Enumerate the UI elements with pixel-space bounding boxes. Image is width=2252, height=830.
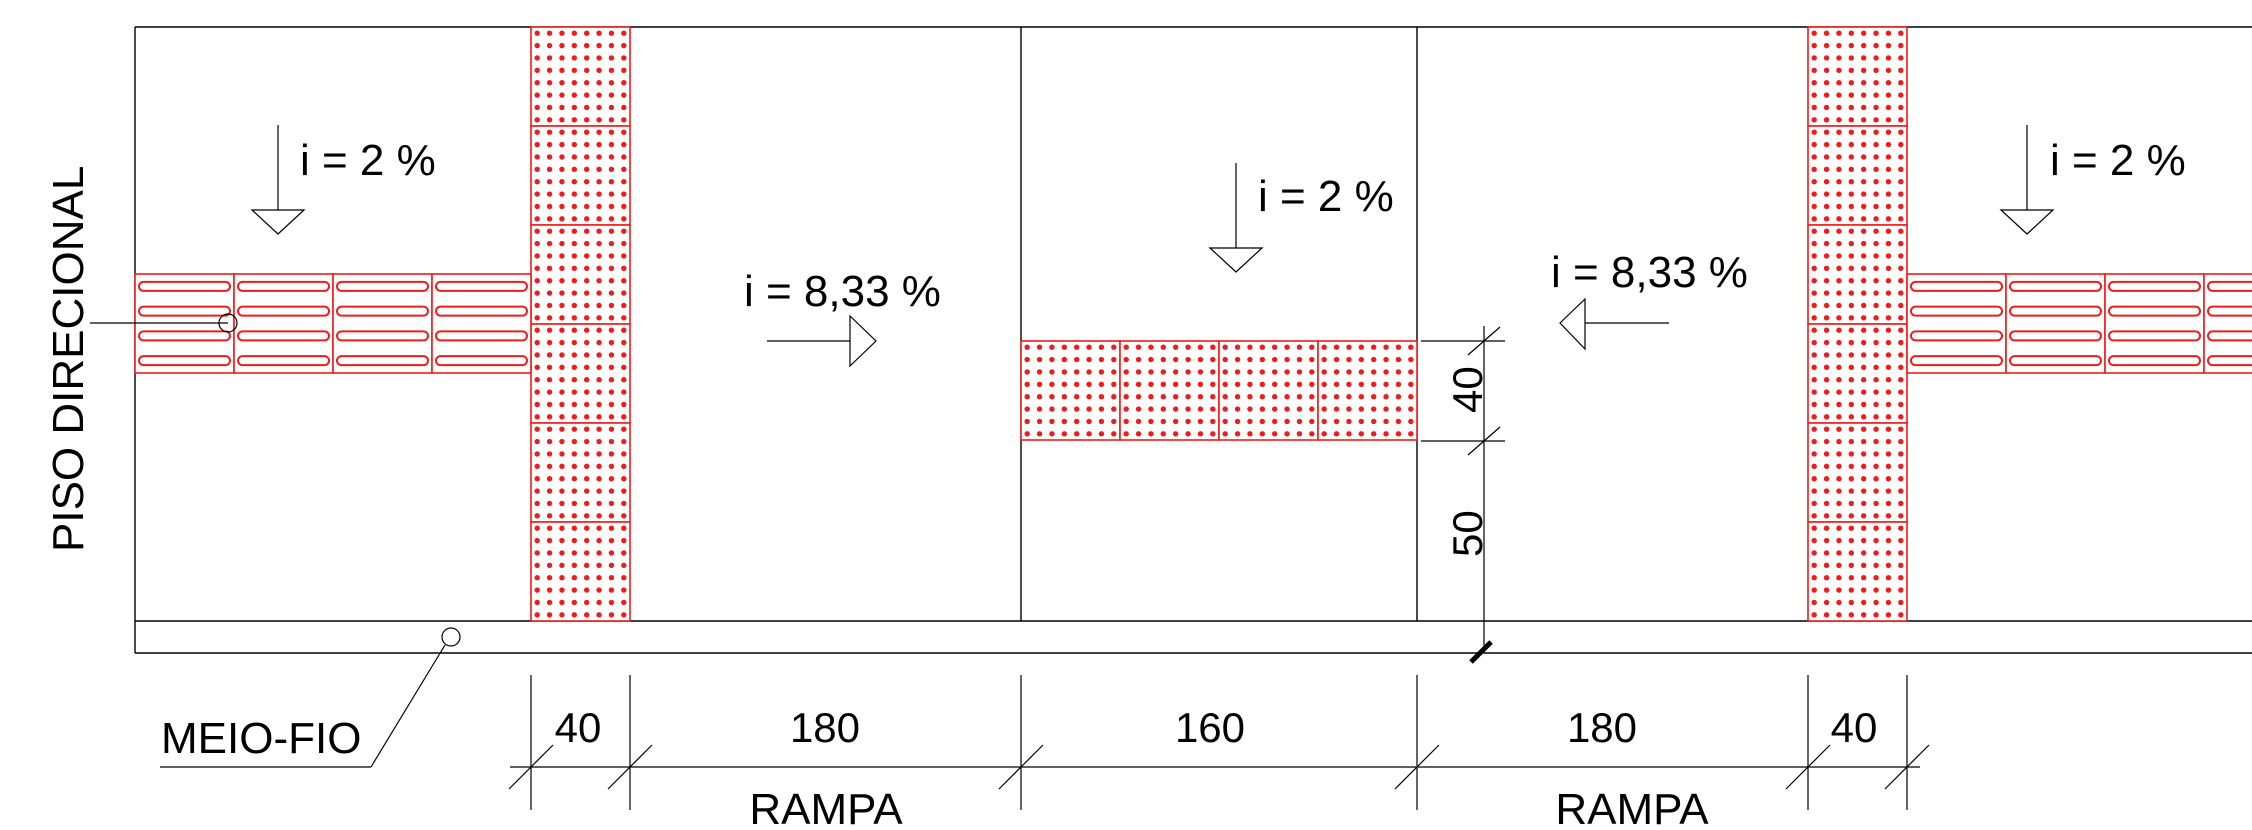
directional-tile-right-2: [2005, 273, 2106, 374]
alert-tile-center-1: [1020, 340, 1121, 441]
alert-tile-center-2: [1119, 340, 1220, 441]
directional-tile-right-1: [1906, 273, 2007, 374]
ramp-label-left: RAMPA: [749, 785, 903, 830]
alert-tile-left-1: [530, 26, 631, 127]
alert-tile-center-4: [1317, 340, 1418, 441]
alert-tile-left-2: [530, 125, 631, 226]
alert-tile-left-4: [530, 323, 631, 424]
alert-tile-right-3: [1807, 224, 1908, 325]
arrow-down-left-icon: [250, 125, 306, 235]
directional-tile-right-3: [2104, 273, 2205, 374]
side-title-leader-end: [218, 313, 238, 333]
slope-center: i = 2 %: [1258, 172, 1394, 221]
arrow-right-ramp-icon: [767, 314, 877, 368]
arrow-left-ramp-icon: [1559, 297, 1669, 351]
dim-bottom-5: 40: [1831, 704, 1878, 751]
directional-tile-left-2: [233, 273, 334, 374]
alert-tile-right-5: [1807, 422, 1908, 523]
slope-labels: i = 2 % i = 8,33 % i = 2 % i = 8,33 % i …: [300, 136, 2186, 316]
dim-bottom-4: 180: [1567, 704, 1637, 751]
directional-tile-left-3: [332, 273, 433, 374]
slope-ramp-right: i = 8,33 %: [1551, 248, 1748, 297]
dim-bottom-3: 160: [1175, 704, 1245, 751]
alert-tile-left-6: [530, 521, 631, 622]
alert-tile-right-6: [1807, 521, 1908, 622]
curb-callout: [160, 627, 461, 768]
ramp-label-right: RAMPA: [1555, 785, 1709, 830]
slope-top-right: i = 2 %: [2050, 136, 2186, 185]
alert-tile-right-4: [1807, 323, 1908, 424]
arrow-down-right-icon: [1999, 125, 2055, 235]
alert-tile-right-1: [1807, 26, 1908, 127]
slope-ramp-left: i = 8,33 %: [744, 267, 941, 316]
alert-tile-center-3: [1218, 340, 1319, 441]
slope-top-left: i = 2 %: [300, 136, 436, 185]
alert-tile-left-5: [530, 422, 631, 523]
alert-tile-right-2: [1807, 125, 1908, 226]
dim-vertical-tile: 40: [1444, 366, 1491, 413]
slope-arrows: [250, 125, 2055, 368]
side-title: PISO DIRECIONAL: [44, 166, 93, 552]
alert-tile-left-3: [530, 224, 631, 325]
dim-bottom-2: 180: [790, 704, 860, 751]
bottom-dimension-chain: [508, 675, 1930, 810]
tactile-paving: [134, 26, 2252, 622]
directional-tile-left-4: [431, 273, 532, 374]
vertical-dimension: [1421, 326, 1505, 664]
directional-tile-right-4: [2203, 273, 2252, 374]
arrow-down-center-icon: [1208, 163, 1264, 273]
dim-bottom-1: 40: [555, 704, 602, 751]
curb-label: MEIO-FIO: [161, 714, 361, 763]
dim-vertical-gap: 50: [1444, 510, 1491, 557]
